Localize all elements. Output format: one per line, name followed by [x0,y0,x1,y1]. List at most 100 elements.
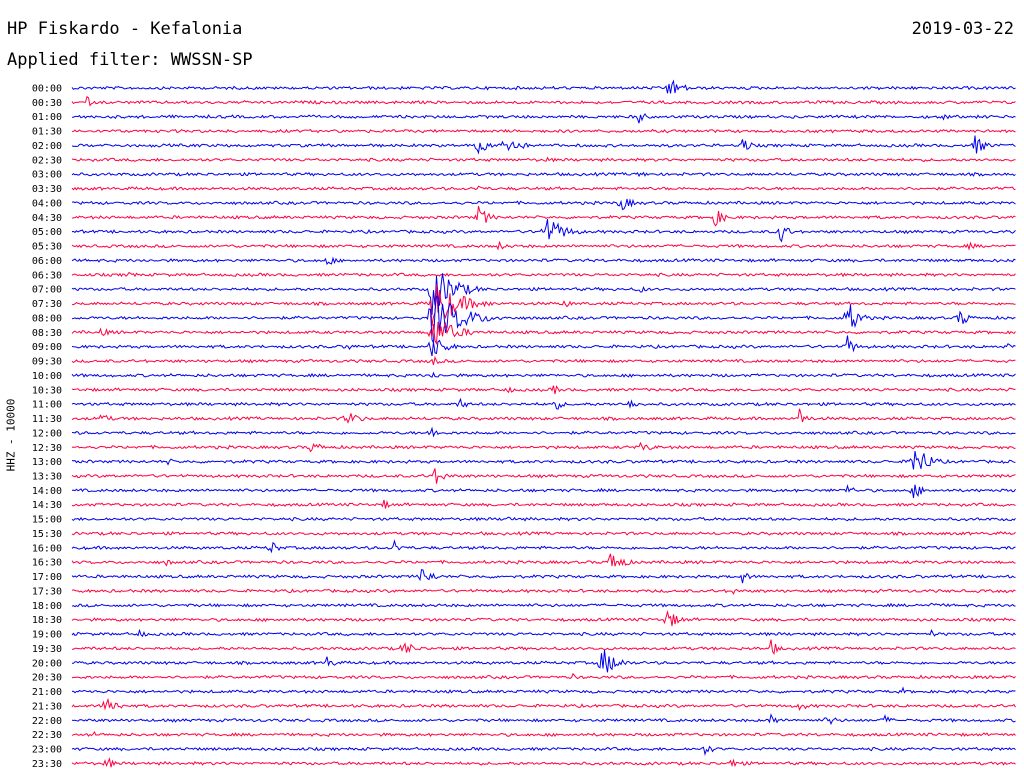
seismic-trace [71,531,1016,537]
time-label: 17:00 [32,572,62,583]
time-label: 17:30 [32,586,62,597]
seismic-trace [71,588,1016,595]
seismic-trace [71,397,1016,410]
time-label: 13:30 [32,471,62,482]
seismic-trace [71,128,1016,134]
seismic-trace [71,95,1016,107]
time-label: 13:00 [32,457,62,468]
seismic-trace [71,553,1016,567]
time-label: 20:00 [32,658,62,669]
seismic-trace [71,516,1016,522]
time-label: 02:30 [32,155,62,166]
time-label: 16:00 [32,543,62,554]
time-label: 05:30 [32,242,62,253]
seismic-trace [71,355,1016,365]
time-label: 22:30 [32,730,62,741]
time-label: 18:30 [32,615,62,626]
seismic-trace [71,697,1016,711]
time-label: 03:30 [32,184,62,195]
time-label: 15:30 [32,529,62,540]
seismic-trace [71,451,1016,470]
time-label: 20:30 [32,673,62,684]
seismic-trace [71,321,1016,346]
time-label: 23:30 [32,759,62,770]
time-label: 19:30 [32,644,62,655]
seismic-trace [71,273,1016,315]
seismic-trace [71,408,1016,424]
seismic-trace [71,240,1016,251]
time-label: 07:00 [32,285,62,296]
seismic-trace [71,335,1016,357]
time-label: 14:00 [32,486,62,497]
seismic-trace [71,171,1016,178]
time-label: 15:00 [32,515,62,526]
time-label: 10:00 [32,371,62,382]
time-label: 16:30 [32,558,62,569]
seismic-trace [71,441,1016,453]
seismic-trace [71,628,1016,638]
time-label: 06:00 [32,256,62,267]
time-label: 00:30 [32,98,62,109]
seismic-trace [71,757,1016,768]
time-label: 11:00 [32,400,62,411]
time-label: 11:30 [32,414,62,425]
seismic-trace [71,745,1016,756]
time-label-group: 00:00 00:30 01:00 01:30 02:00 02:30 03:00 03:30… [32,84,62,770]
seismic-trace [71,185,1016,191]
time-label: 02:00 [32,141,62,152]
seismic-trace [72,284,1016,326]
seismic-trace [71,539,1016,554]
seismic-trace [71,385,1016,395]
time-label: 12:00 [32,428,62,439]
time-label: 09:30 [32,357,62,368]
seismic-trace [71,713,1016,726]
station-title: HP Fiskardo - Kefalonia [7,19,243,39]
seismic-trace [71,569,1016,584]
seismic-trace [71,672,1016,680]
time-label: 23:00 [32,745,62,756]
time-label: 00:00 [32,84,62,95]
seismic-trace [71,610,1016,627]
record-date: 2019-03-22 [911,19,1014,39]
time-label: 14:30 [32,500,62,511]
seismic-trace [71,602,1016,608]
time-label: 01:00 [32,112,62,123]
time-label: 08:00 [32,313,62,324]
seismic-trace [71,205,1016,227]
seismic-trace [71,730,1016,738]
seismic-trace [71,219,1016,243]
seismic-trace [72,649,1016,673]
seismic-trace [71,295,1016,344]
time-label: 01:30 [32,127,62,138]
seismic-trace [71,686,1016,694]
seismic-trace [71,135,1016,155]
seismic-trace [71,198,1016,211]
time-label: 09:00 [32,342,62,353]
time-label: 21:00 [32,687,62,698]
seismic-trace [72,639,1016,656]
seismic-trace [71,499,1016,509]
seismic-trace [71,79,1016,94]
time-label: 18:00 [32,601,62,612]
time-label: 05:00 [32,227,62,238]
time-label: 22:00 [32,716,62,727]
time-label: 03:00 [32,170,62,181]
seismic-trace [71,426,1016,438]
seismic-trace [71,483,1016,499]
time-label: 07:30 [32,299,62,310]
time-label: 12:30 [32,443,62,454]
seismic-trace [71,113,1016,124]
time-label: 04:00 [32,198,62,209]
seismic-trace [71,371,1016,378]
time-label: 10:30 [32,385,62,396]
trace-group [71,79,1016,768]
seismic-trace [71,271,1016,278]
time-label: 21:30 [32,701,62,712]
seismic-trace [71,256,1016,266]
time-label: 06:30 [32,270,62,281]
seismic-trace [71,468,1016,484]
time-label: 04:30 [32,213,62,224]
filter-label: Applied filter: WWSSN-SP [7,50,253,70]
time-label: 08:30 [32,328,62,339]
